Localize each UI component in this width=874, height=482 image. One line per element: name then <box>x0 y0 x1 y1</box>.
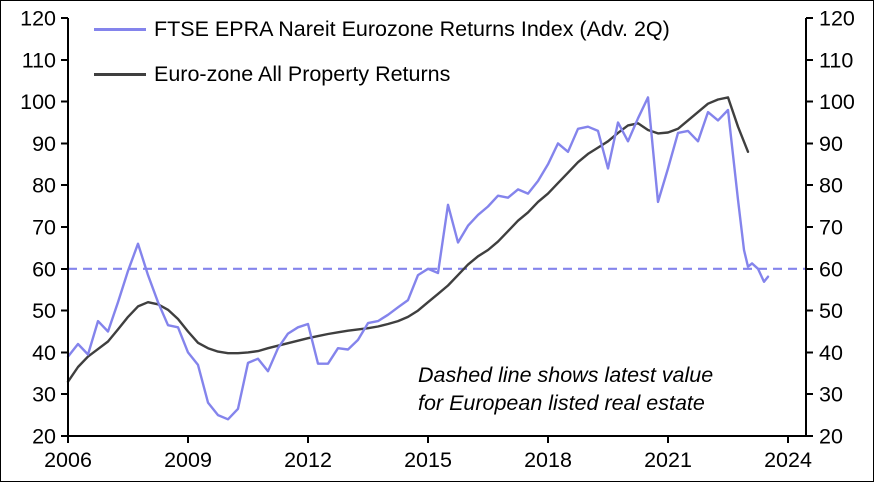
y-axis-tick-label-right: 20 <box>819 425 843 449</box>
listed-index-line <box>66 96 770 421</box>
x-axis-tick-label: 2012 <box>284 448 332 472</box>
annotation-line-2: for European listed real estate <box>418 390 705 415</box>
property-returns-line <box>66 96 750 383</box>
x-axis-tick-label: 2018 <box>524 448 572 472</box>
y-axis-tick-label-left: 80 <box>32 174 56 198</box>
y-axis-tick-label-left: 40 <box>32 341 56 365</box>
x-axis-tick-label: 2024 <box>764 448 812 472</box>
chart-legend: FTSE EPRA Nareit Eurozone Returns Index … <box>94 17 670 107</box>
legend-label-listed: FTSE EPRA Nareit Eurozone Returns Index … <box>154 16 670 41</box>
y-axis-tick-label-right: 50 <box>819 299 843 323</box>
dashed-line-annotation: Dashed line shows latest value for Europ… <box>418 362 713 417</box>
y-axis-tick-label-left: 90 <box>32 132 56 156</box>
legend-line-swatch-property <box>94 72 146 76</box>
y-axis-tick-label-left: 120 <box>20 7 56 31</box>
legend-item-listed-index: FTSE EPRA Nareit Eurozone Returns Index … <box>94 17 670 41</box>
y-axis-tick-label-right: 110 <box>819 48 853 72</box>
legend-label-property: Euro-zone All Property Returns <box>154 61 451 86</box>
x-axis-tick-label: 2009 <box>164 448 212 472</box>
y-axis-tick-label-left: 100 <box>20 90 56 114</box>
annotation-line-1: Dashed line shows latest value <box>418 363 714 387</box>
y-axis-tick-label-right: 90 <box>819 132 843 156</box>
x-axis-tick-label: 2021 <box>644 448 692 472</box>
y-axis-tick-label-left: 70 <box>32 216 56 240</box>
y-axis-tick-label-right: 30 <box>819 383 843 407</box>
y-axis-tick-label-right: 40 <box>819 341 843 365</box>
y-axis-tick-label-right: 100 <box>819 90 855 114</box>
y-axis-tick-label-left: 20 <box>32 425 56 449</box>
legend-line-swatch-listed <box>94 27 146 31</box>
y-axis-tick-label-left: 50 <box>32 299 56 323</box>
y-axis-tick-label-right: 60 <box>819 257 843 281</box>
y-axis-tick-label-right: 80 <box>819 174 843 198</box>
y-axis-tick-label-right: 70 <box>819 216 843 240</box>
y-axis-tick-label-left: 30 <box>32 383 56 407</box>
y-axis-tick-label-right: 120 <box>819 7 855 31</box>
legend-item-property-returns: Euro-zone All Property Returns <box>94 62 670 86</box>
x-axis-tick-label: 2015 <box>404 448 452 472</box>
y-axis-tick-label-left: 110 <box>22 48 56 72</box>
y-axis-tick-label-left: 60 <box>32 257 56 281</box>
x-axis-tick-label: 2006 <box>44 448 92 472</box>
